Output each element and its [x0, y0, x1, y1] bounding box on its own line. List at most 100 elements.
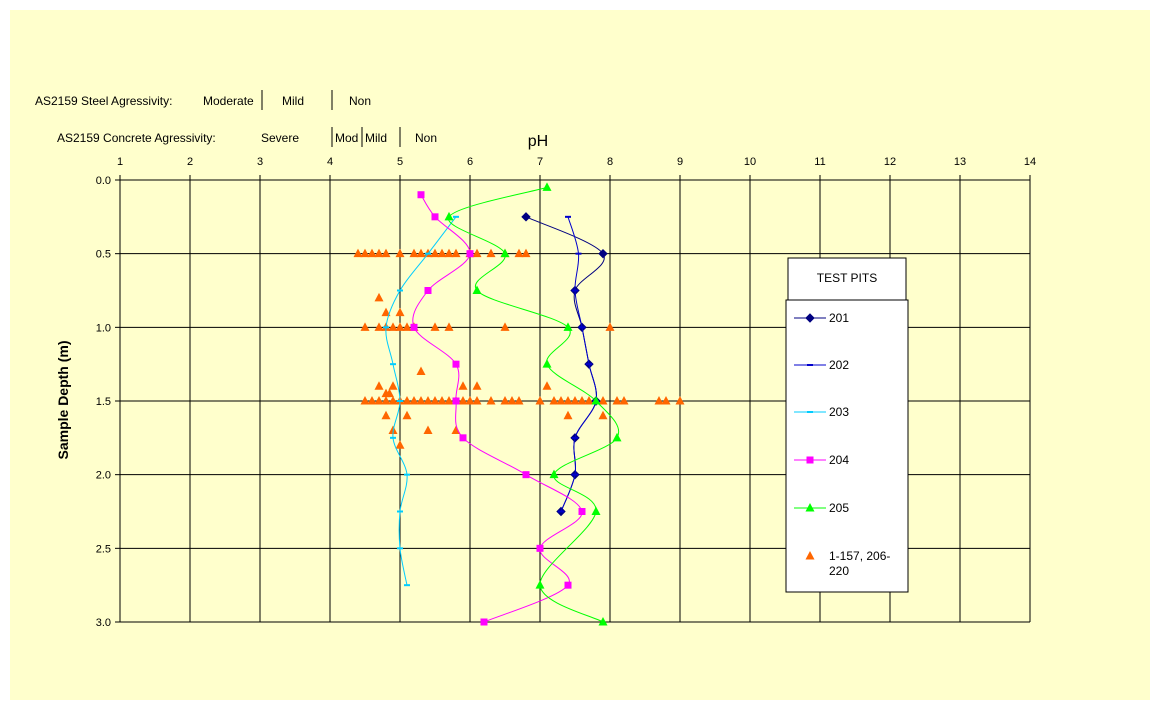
data-point-204: [452, 360, 460, 368]
x-tick-label: 7: [537, 156, 543, 168]
data-point-1-157-206-220: [388, 381, 398, 390]
x-tick-label: 4: [327, 156, 333, 168]
legend-label-cont: 220: [829, 564, 849, 578]
data-point-1-157-206-220: [381, 410, 391, 420]
agressivity-notes: AS2159 Steel Agressivity: Moderate Mild …: [35, 90, 437, 147]
legend-item-201: 201: [794, 311, 849, 325]
data-point-204: [424, 287, 432, 294]
data-point-205: [591, 506, 601, 515]
data-point-1-157-206-220: [542, 381, 552, 390]
data-point-1-157-206-220: [535, 396, 545, 405]
data-point-1-157-206-220: [416, 248, 426, 258]
legend-swatch-marker: [807, 411, 813, 413]
data-point-202: [579, 326, 585, 329]
data-point-204: [480, 618, 488, 626]
data-point-204: [522, 471, 530, 479]
steel-zone-non: Non: [349, 94, 371, 108]
data-point-201: [521, 212, 531, 222]
data-point-1-157-206-220: [514, 248, 524, 258]
data-point-203: [397, 289, 403, 292]
data-point-205: [591, 396, 601, 405]
data-point-204: [578, 508, 586, 515]
x-tick-label: 13: [954, 156, 966, 168]
data-point-1-157-206-220: [360, 322, 370, 331]
data-point-1-157-206-220: [416, 366, 426, 376]
data-point-202: [575, 252, 582, 255]
series-layer: [353, 182, 685, 626]
data-point-1-157-206-220: [388, 425, 398, 434]
data-point-1-157-206-220: [486, 248, 496, 258]
data-point-1-157-206-220: [507, 396, 517, 405]
data-point-205: [612, 432, 622, 442]
concrete-zone-non: Non: [415, 131, 437, 145]
data-point-1-157-206-220: [444, 396, 454, 405]
data-point-1-157-206-220: [500, 322, 510, 331]
data-point-205: [542, 182, 552, 191]
data-point-1-157-206-220: [360, 396, 370, 405]
data-point-1-157-206-220: [598, 410, 608, 420]
data-point-1-157-206-220: [423, 425, 433, 434]
data-point-1-157-206-220: [584, 396, 594, 405]
y-tick-label: 1.5: [96, 396, 111, 408]
data-point-1-157-206-220: [451, 248, 461, 258]
legend-label: 1-157, 206-: [829, 549, 890, 563]
x-tick-label: 8: [607, 156, 613, 168]
data-point-203: [397, 400, 403, 402]
data-point-204: [431, 213, 439, 221]
data-point-1-157-206-220: [444, 322, 454, 331]
x-tick-label: 14: [1024, 156, 1036, 168]
data-point-203: [397, 510, 403, 513]
x-tick-label: 5: [397, 156, 403, 168]
legend-box: [785, 299, 909, 593]
x-tick-label: 9: [677, 156, 683, 168]
series-204: [410, 191, 586, 626]
data-point-1-157-206-220: [472, 396, 482, 405]
y-axis-title: Sample Depth (m): [55, 340, 71, 459]
data-point-205: [542, 359, 552, 368]
data-point-1-157-206-220: [430, 248, 440, 258]
data-point-205: [472, 285, 482, 294]
data-point-1-157-206-220: [402, 396, 412, 405]
data-point-1-157-206-220: [402, 322, 412, 331]
data-point-1-157-206-220: [661, 396, 671, 405]
concrete-agressivity-label: AS2159 Concrete Agressivity:: [57, 131, 216, 145]
data-point-1-157-206-220: [577, 396, 587, 405]
data-point-1-157-206-220: [521, 248, 531, 258]
concrete-zone-severe: Severe: [261, 131, 299, 145]
data-point-1-157-206-220: [612, 396, 622, 405]
data-point-203: [404, 584, 410, 587]
series-1-157-206-220: [353, 248, 685, 449]
data-point-1-157-206-220: [465, 396, 475, 405]
concrete-zone-mod: Mod: [335, 131, 358, 145]
data-point-1-157-206-220: [395, 322, 405, 331]
data-point-1-157-206-220: [360, 248, 370, 258]
legend-label: 203: [829, 405, 849, 419]
data-point-1-157-206-220: [500, 396, 510, 405]
chart-title: pH: [528, 133, 548, 150]
data-point-205: [549, 469, 559, 479]
legend-swatch-marker: [805, 551, 815, 560]
data-point-1-157-206-220: [374, 396, 384, 405]
x-tick-label: 10: [744, 156, 756, 168]
x-tick-label: 12: [884, 156, 896, 168]
data-point-1-157-206-220: [437, 248, 447, 258]
data-point-203: [390, 436, 396, 439]
y-tick-label: 1.0: [96, 322, 111, 334]
data-point-1-157-206-220: [385, 388, 394, 398]
data-point-1-157-206-220: [430, 322, 440, 331]
data-point-202: [565, 215, 571, 218]
data-point-1-157-206-220: [381, 396, 391, 405]
data-point-205: [500, 248, 510, 258]
data-point-202: [572, 289, 578, 292]
legend-label: 205: [829, 501, 849, 515]
data-point-1-157-206-220: [374, 248, 384, 258]
x-tick-label: 6: [467, 156, 473, 168]
y-tick-label: 2.5: [96, 543, 111, 555]
x-tick-label: 11: [814, 156, 825, 168]
data-point-1-157-206-220: [570, 396, 580, 405]
legend-swatch-marker: [805, 503, 815, 512]
data-point-1-157-206-220: [409, 248, 419, 258]
data-point-1-157-206-220: [563, 396, 573, 405]
data-point-1-157-206-220: [395, 248, 405, 258]
